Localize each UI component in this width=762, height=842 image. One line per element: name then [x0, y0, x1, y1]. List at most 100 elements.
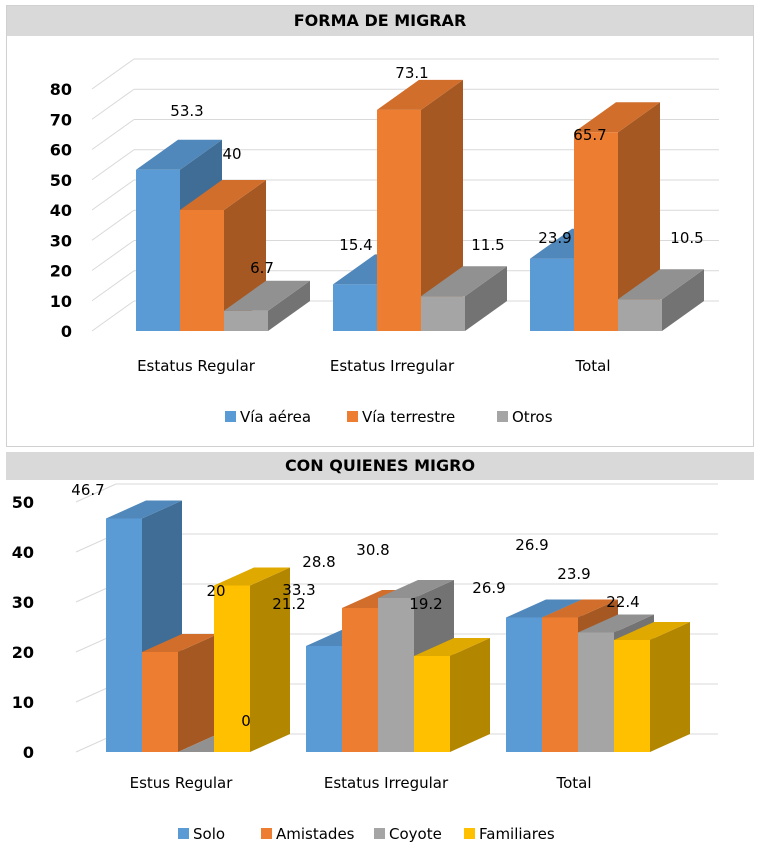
- data-label: 73.1: [395, 64, 428, 82]
- bar-front: [377, 109, 421, 331]
- data-label: 20: [206, 582, 225, 600]
- bar-Familiares-Total: [614, 622, 690, 752]
- bar-Vía terrestre-Total: [574, 102, 660, 331]
- legend-label: Coyote: [389, 825, 442, 842]
- legend-swatch: [225, 411, 236, 422]
- y-tick-label: 30: [12, 593, 34, 612]
- gridline-depth: [91, 270, 135, 302]
- bar-front: [342, 608, 378, 752]
- legend-swatch: [178, 828, 189, 839]
- x-category-label: Total: [555, 774, 591, 792]
- gridline-depth: [91, 209, 135, 241]
- bar-front: [574, 132, 618, 331]
- bar-front: [224, 310, 268, 331]
- bar-top: [214, 567, 290, 586]
- gridline-depth: [91, 240, 135, 271]
- bar-top: [224, 280, 310, 311]
- data-label: 30.8: [356, 541, 389, 559]
- x-category-label: Total: [574, 357, 610, 375]
- data-label: 26.9: [472, 579, 505, 597]
- y-tick-label: 40: [50, 201, 72, 220]
- bar-Familiares-Estus Regular: [214, 567, 290, 752]
- y-tick-label: 20: [12, 643, 34, 662]
- bar-front: [414, 656, 450, 752]
- bar-top: [378, 580, 454, 598]
- bar-top: [614, 622, 690, 640]
- legend-label: Solo: [193, 825, 225, 842]
- bar-front: [506, 617, 542, 752]
- data-label: 19.2: [409, 595, 442, 613]
- bar-top: [106, 500, 182, 519]
- data-label: 23.9: [557, 565, 590, 583]
- gridline-depth: [91, 119, 135, 150]
- bar-front: [106, 518, 142, 752]
- bar-Otros-Estatus Regular: [224, 280, 310, 331]
- data-label: 28.8: [302, 553, 335, 571]
- gridline-depth: [91, 179, 135, 211]
- bar-top: [136, 139, 222, 170]
- bar-side: [618, 102, 660, 331]
- legend-swatch: [347, 411, 358, 422]
- y-tick-label: 20: [50, 262, 72, 281]
- bar-top: [578, 614, 654, 633]
- chart-title: FORMA DE MIGRAR: [7, 6, 753, 36]
- data-label: 65.7: [573, 126, 606, 144]
- bar-front: [136, 169, 180, 331]
- x-category-label: Estatus Regular: [137, 357, 256, 375]
- bar-front: [542, 617, 578, 752]
- gridline-depth: [91, 300, 135, 332]
- bar-Amistades-Estus Regular: [142, 634, 218, 752]
- data-label: 0: [241, 712, 251, 730]
- legend-label: Familiares: [479, 825, 555, 842]
- bar-top: [542, 599, 618, 618]
- bar-front: [530, 258, 574, 331]
- data-label: 10.5: [670, 229, 703, 247]
- bar-side: [450, 638, 490, 752]
- bar-top: [574, 102, 660, 133]
- gridline-depth: [75, 483, 117, 503]
- y-tick-label: 40: [12, 543, 34, 562]
- bar-top: [142, 634, 218, 652]
- y-tick-label: 0: [23, 743, 34, 762]
- y-tick-label: 80: [50, 80, 72, 99]
- y-tick-label: 10: [50, 292, 72, 311]
- bar-side: [250, 567, 290, 752]
- chart-con-quienes-migro: 0 10 20 30 40 50 46.7 21.2 26.9 20 28.8 26.9 0 30.8 23…: [12, 481, 718, 842]
- bar-front: [614, 640, 650, 752]
- data-label: 33.3: [282, 581, 315, 599]
- legend-swatch: [497, 411, 508, 422]
- x-category-label: Estatus Irregular: [324, 774, 449, 792]
- y-tick-label: 0: [61, 322, 72, 341]
- bar-top: [506, 599, 582, 618]
- bar-top: [414, 638, 490, 656]
- chart-title: CON QUIENES MIGRO: [6, 452, 754, 480]
- bar-top: [618, 269, 704, 300]
- bar-top: [421, 266, 507, 297]
- y-tick-label: 30: [50, 231, 72, 250]
- legend-label: Vía aérea: [240, 408, 311, 426]
- bar-Familiares-Estatus Irregular: [414, 638, 490, 752]
- data-label: 53.3: [170, 102, 203, 120]
- data-label: 46.7: [71, 481, 104, 499]
- bar-Vía terrestre-Estatus Irregular: [377, 79, 463, 331]
- bar-side: [268, 280, 310, 331]
- bar-Otros-Estatus Irregular: [421, 266, 507, 331]
- y-tick-label: 70: [50, 110, 72, 129]
- data-label: 11.5: [471, 236, 504, 254]
- bar-front: [214, 585, 250, 752]
- bar-top: [180, 180, 266, 210]
- bar-front: [142, 652, 178, 752]
- legend-swatch: [374, 828, 385, 839]
- data-label: 40: [222, 145, 241, 163]
- y-tick-label: 50: [12, 493, 34, 512]
- x-category-label: Estatus Irregular: [330, 357, 455, 375]
- y-tick-label: 60: [50, 141, 72, 160]
- bar-side: [650, 622, 690, 752]
- bar-side: [465, 266, 507, 331]
- bar-Otros-Total: [618, 269, 704, 331]
- bar-side: [421, 79, 463, 331]
- bar-front: [421, 296, 465, 331]
- data-label: 21.2: [272, 595, 305, 613]
- data-label: 22.4: [606, 593, 639, 611]
- bar-front: [578, 632, 614, 752]
